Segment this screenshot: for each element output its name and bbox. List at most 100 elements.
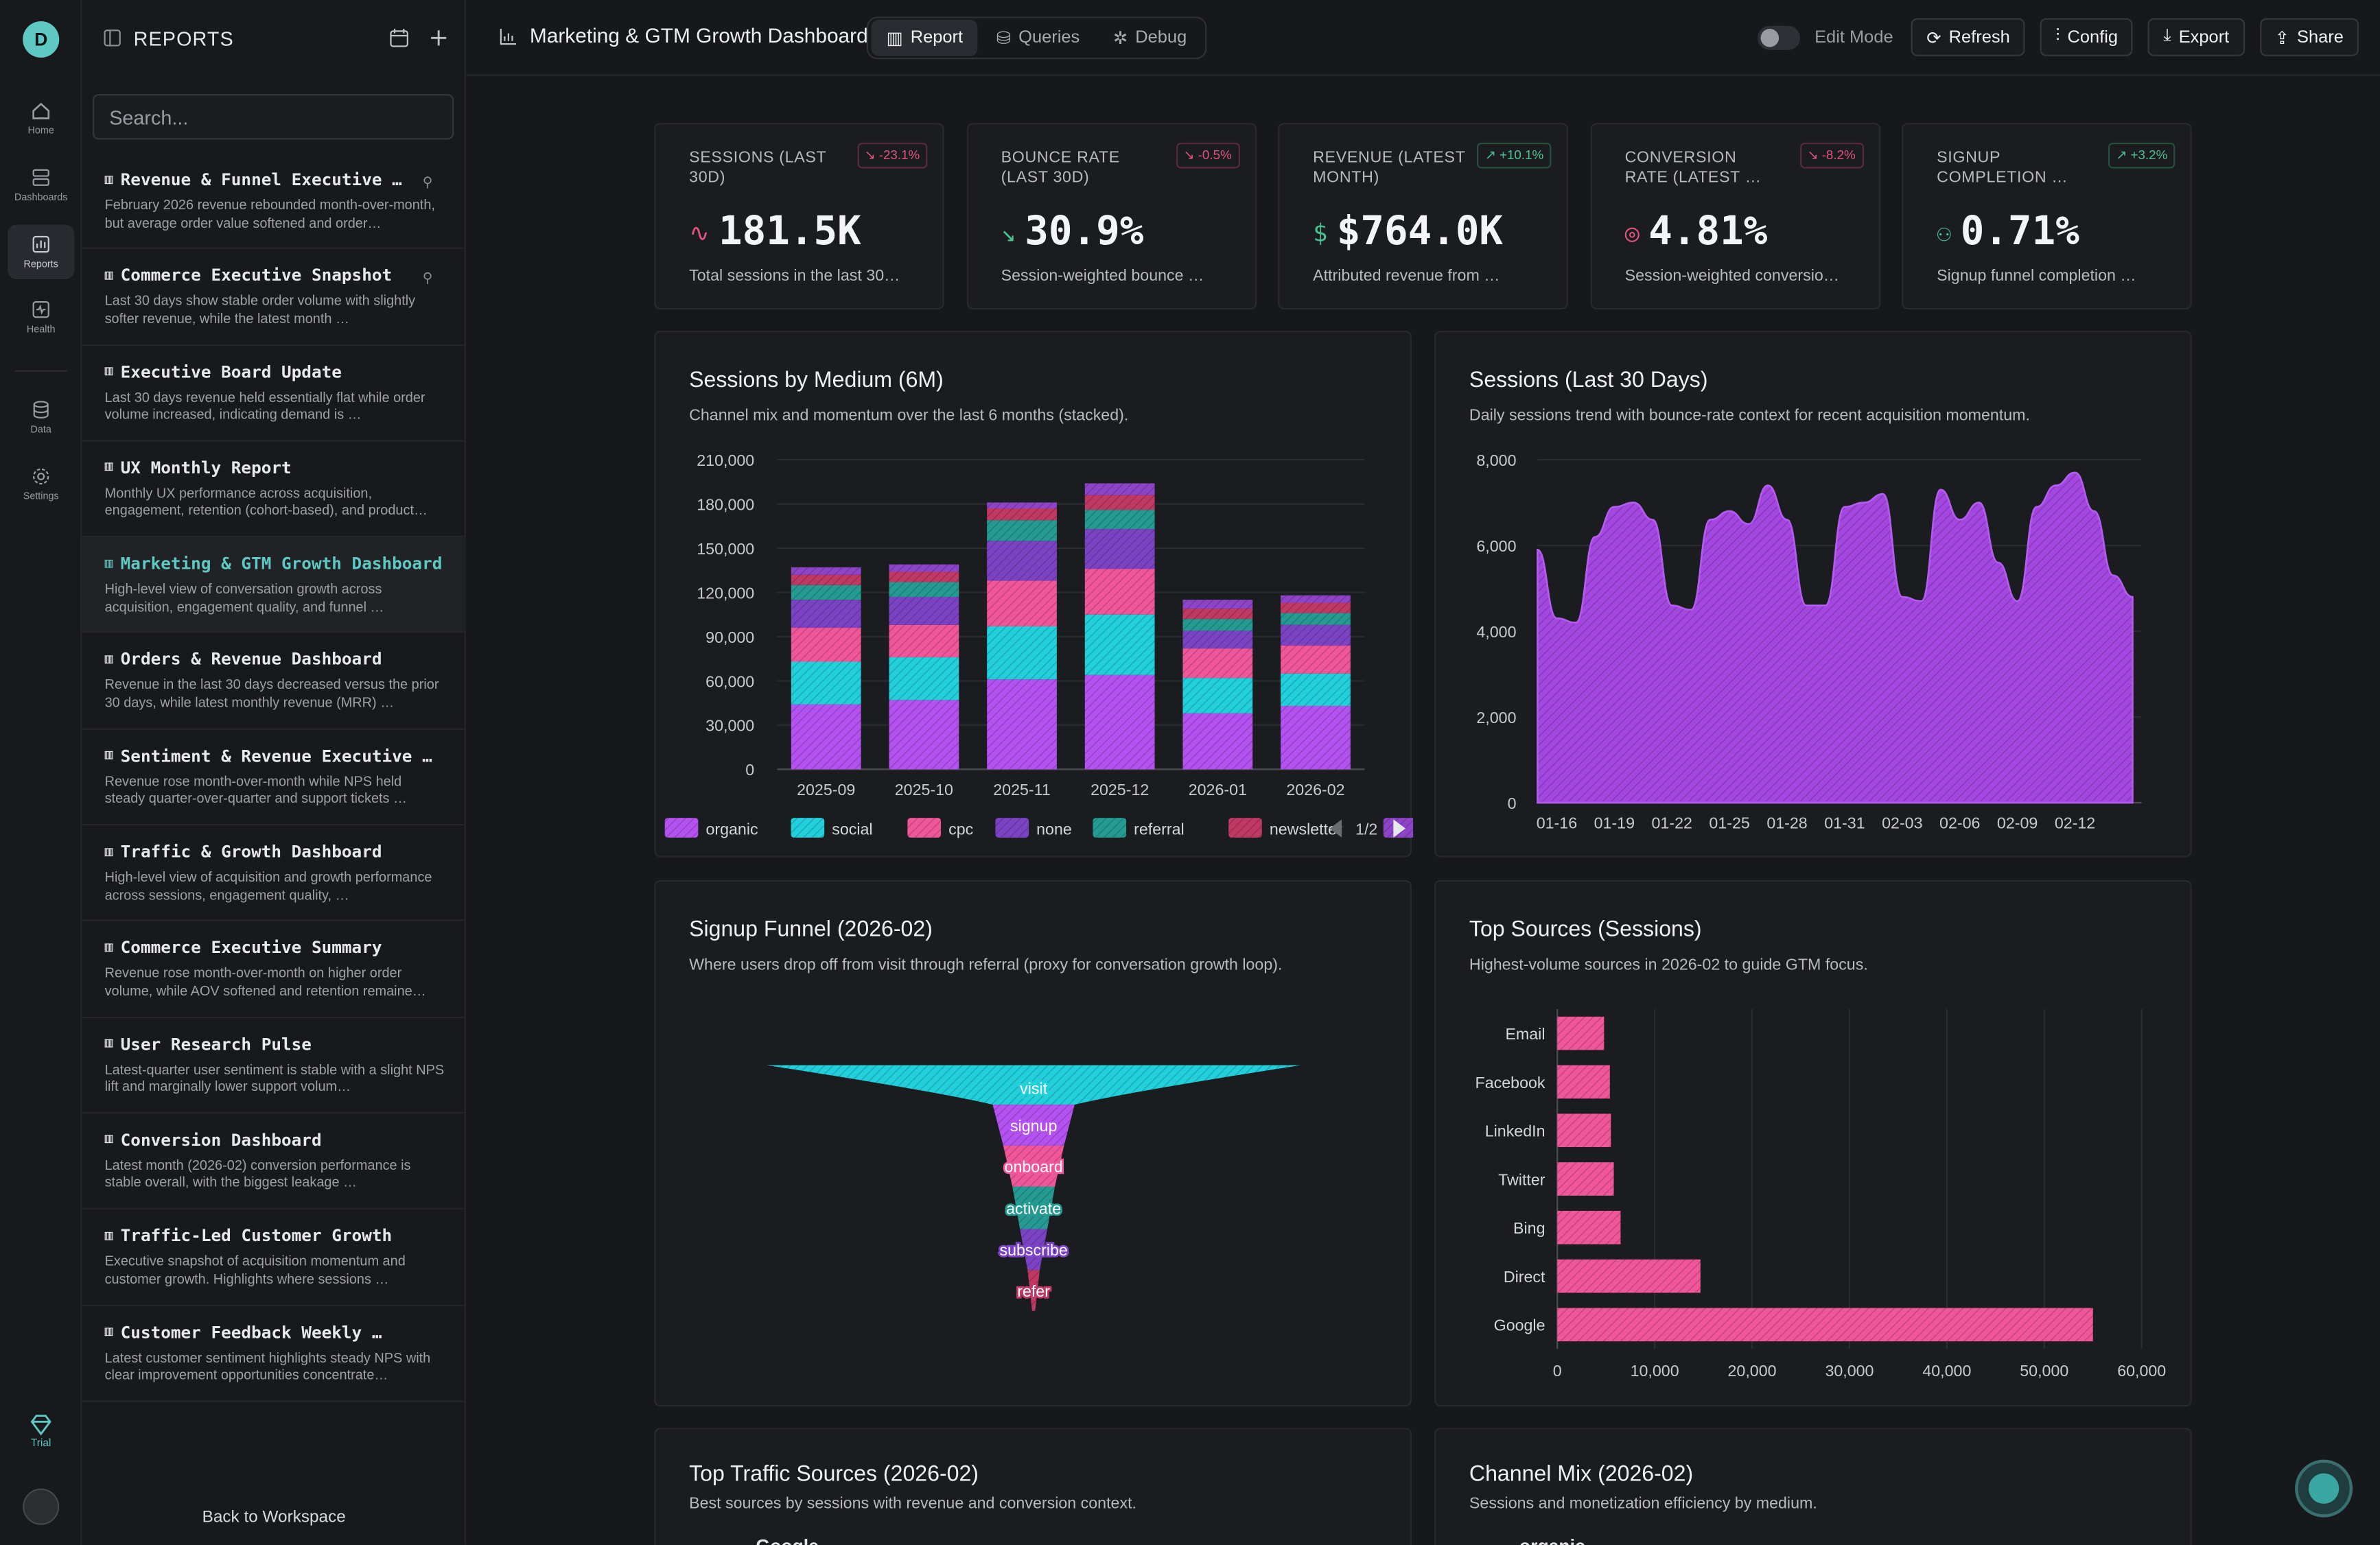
bar-segment[interactable] (1084, 674, 1155, 770)
bar-segment[interactable] (1281, 602, 1351, 613)
bar-segment[interactable] (889, 657, 959, 700)
bar-segment[interactable] (791, 585, 861, 600)
bar-segment[interactable] (987, 626, 1057, 680)
list-item[interactable]: ▥ UX Monthly Report Monthly UX performance… (82, 441, 466, 538)
bar-segment[interactable] (791, 574, 861, 585)
chat-launcher-button[interactable] (2295, 1459, 2353, 1518)
bar-segment[interactable] (1084, 614, 1155, 675)
legend-swatch[interactable] (907, 818, 942, 838)
bar-segment[interactable] (791, 567, 861, 575)
tab-report[interactable]: ▥ Report (871, 19, 979, 56)
funnel-stage[interactable] (1027, 1270, 1040, 1311)
bar-segment[interactable] (791, 704, 861, 770)
pin-icon[interactable]: ⚲ (422, 270, 433, 286)
bar-segment[interactable] (791, 600, 861, 628)
sidebar-item-reports[interactable]: Reports (8, 224, 75, 279)
list-item[interactable]: ▥ Sentiment & Revenue Executive … Revenue … (82, 729, 466, 826)
list-item[interactable]: ▥ Revenue & Funnel Executive … February 20… (82, 153, 466, 250)
list-item[interactable]: ▥ Marketing & GTM Growth Dashboard High-le… (82, 537, 466, 634)
export-button[interactable]: ⤓ Export (2148, 18, 2245, 56)
list-item[interactable]: ▥ Commerce Executive Summary Revenue rose … (82, 921, 466, 1018)
list-item[interactable]: ▥ Executive Board Update Last 30 days reve… (82, 345, 466, 442)
bar-segment[interactable] (987, 541, 1057, 581)
pin-icon[interactable]: ⚲ (422, 174, 433, 190)
edit-mode-toggle[interactable] (1757, 25, 1799, 49)
bar-segment[interactable] (889, 564, 959, 572)
legend-label[interactable]: social (832, 820, 872, 838)
bar-segment[interactable] (1084, 569, 1155, 615)
bar-segment[interactable] (791, 661, 861, 705)
sidebar-item-settings[interactable]: Settings (8, 457, 74, 512)
avatar[interactable] (23, 1488, 60, 1525)
legend-swatch[interactable] (995, 818, 1029, 838)
bar-segment[interactable] (1084, 483, 1155, 495)
list-item[interactable]: ▥ Conversion Dashboard Latest month (2026-… (82, 1113, 466, 1210)
legend-label[interactable]: newsletter (1270, 820, 1342, 838)
list-item[interactable]: ▥ Customer Feedback Weekly … Latest custom… (82, 1306, 466, 1402)
bar-segment[interactable] (1182, 648, 1253, 679)
list-item[interactable]: ▥ Commerce Executive Snapshot Last 30 days… (82, 249, 466, 346)
legend-label[interactable]: cpc (948, 820, 973, 838)
tab-queries[interactable]: ⛁ Queries (981, 20, 1095, 56)
bar[interactable] (1557, 1308, 2093, 1342)
bar[interactable] (1557, 1210, 1621, 1245)
bar-segment[interactable] (791, 628, 861, 662)
chevron-right-icon[interactable] (1393, 819, 1406, 838)
chevron-left-icon[interactable] (1329, 819, 1342, 838)
config-button[interactable]: ⫶ Config (2040, 18, 2134, 56)
calendar-add-icon[interactable] (388, 27, 410, 49)
sidebar-item-data[interactable]: Data (8, 390, 74, 445)
bar-segment[interactable] (1182, 600, 1253, 609)
bar-segment[interactable] (1084, 510, 1155, 530)
bar[interactable] (1557, 1016, 1605, 1050)
funnel-stage[interactable] (992, 1105, 1075, 1146)
bar-segment[interactable] (889, 700, 959, 770)
funnel-stage[interactable] (766, 1065, 1301, 1105)
area-series[interactable] (1537, 471, 2134, 804)
bar-segment[interactable] (987, 502, 1057, 509)
legend-label[interactable]: none (1036, 820, 1072, 838)
tab-debug[interactable]: ✲ Debug (1098, 20, 1202, 56)
bar-segment[interactable] (1281, 645, 1351, 674)
bar[interactable] (1557, 1065, 1610, 1099)
bar[interactable] (1557, 1113, 1611, 1148)
sidebar-item-health[interactable]: Health (8, 290, 74, 344)
back-to-workspace-link[interactable]: Back to Workspace (202, 1508, 346, 1526)
plus-icon[interactable] (428, 27, 450, 49)
legend-swatch[interactable] (791, 818, 825, 838)
sidebar-toggle-icon[interactable] (103, 29, 121, 47)
refresh-button[interactable]: ⟳ Refresh (1911, 18, 2025, 56)
bar[interactable] (1557, 1259, 1701, 1293)
legend-swatch[interactable] (1093, 818, 1127, 838)
share-button[interactable]: ⇪ Share (2259, 18, 2359, 56)
bar-segment[interactable] (889, 596, 959, 625)
list-item[interactable]: ▥ Traffic & Growth Dashboard High-level vi… (82, 825, 466, 922)
bar-segment[interactable] (1281, 595, 1351, 603)
bar-segment[interactable] (987, 580, 1057, 626)
legend-swatch[interactable] (664, 818, 699, 838)
legend-label[interactable]: referral (1134, 820, 1185, 838)
list-item[interactable]: ▥ Traffic-Led Customer Growth Executive sn… (82, 1210, 466, 1306)
funnel-stage[interactable] (1003, 1145, 1064, 1187)
bar-segment[interactable] (987, 520, 1057, 541)
bar-segment[interactable] (889, 582, 959, 597)
trial-badge[interactable]: Trial (14, 1414, 69, 1449)
legend-swatch[interactable] (1228, 818, 1262, 838)
bar[interactable] (1557, 1162, 1614, 1196)
funnel-stage[interactable] (1012, 1186, 1055, 1229)
bar-segment[interactable] (1281, 613, 1351, 625)
bar-segment[interactable] (1182, 713, 1253, 770)
list-item[interactable]: ▥ Orders & Revenue Dashboard Revenue in th… (82, 633, 466, 730)
bar-segment[interactable] (1084, 495, 1155, 510)
bar-segment[interactable] (1084, 529, 1155, 569)
sidebar-item-home[interactable]: Home (8, 91, 74, 146)
legend-label[interactable]: organic (705, 820, 758, 838)
funnel-stage[interactable] (1020, 1229, 1048, 1271)
bar-segment[interactable] (1281, 705, 1351, 770)
bar-segment[interactable] (1182, 678, 1253, 713)
sidebar-item-dashboards[interactable]: Dashboards (8, 158, 74, 213)
bar-segment[interactable] (1182, 619, 1253, 631)
bar-segment[interactable] (889, 624, 959, 658)
search-input[interactable]: Search... (92, 94, 454, 140)
bar-segment[interactable] (1182, 630, 1253, 649)
